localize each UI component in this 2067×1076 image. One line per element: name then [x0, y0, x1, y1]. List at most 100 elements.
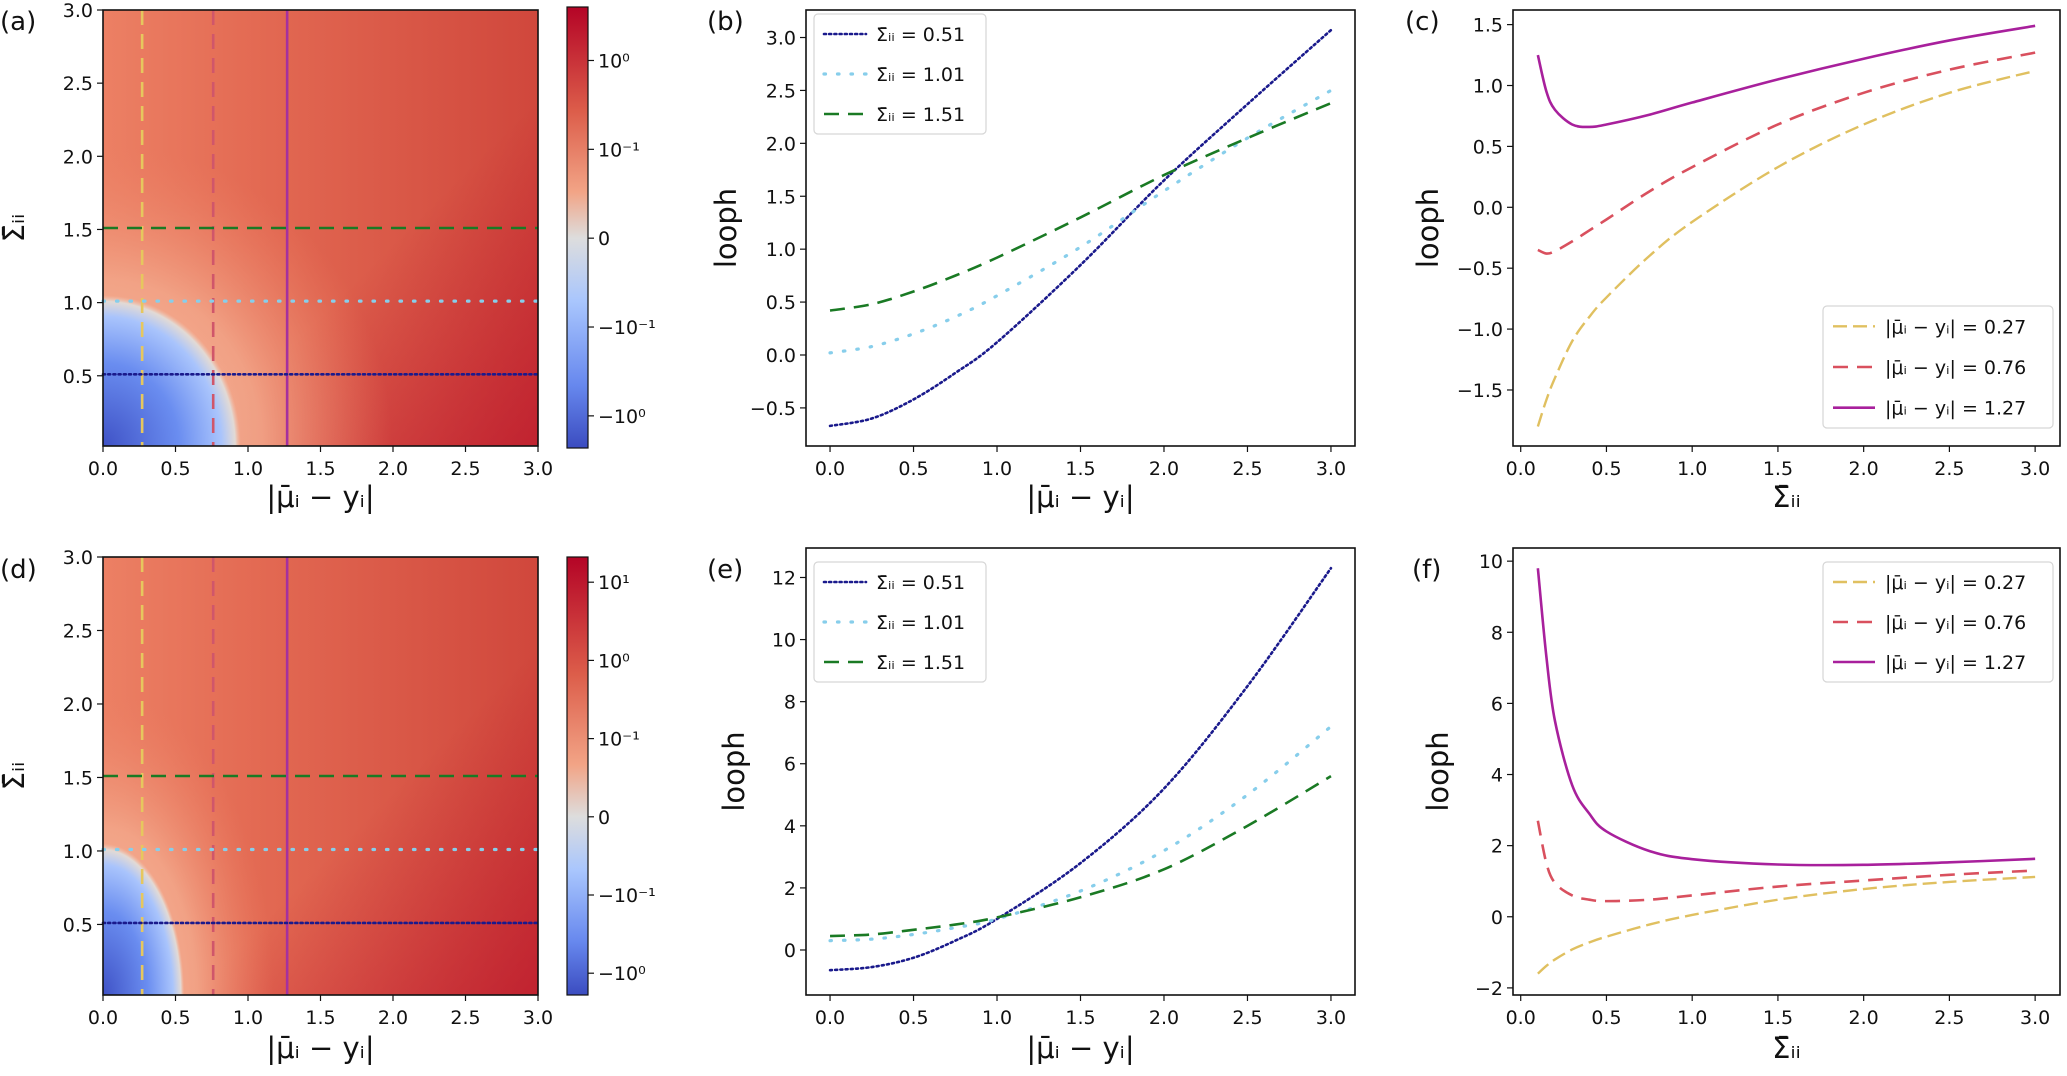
panel-label: (b) [707, 7, 744, 37]
x-axis-label: |μ̄ᵢ − yᵢ| [266, 480, 374, 514]
legend-entry-label: |μ̄ᵢ − yᵢ| = 0.27 [1885, 572, 2026, 594]
y-tick-label: 0.5 [63, 366, 93, 388]
legend: |μ̄ᵢ − yᵢ| = 0.27 |μ̄ᵢ − yᵢ| = 0.76 |μ̄ᵢ −… [1822, 305, 2054, 429]
panel-label: (e) [707, 555, 743, 585]
x-axis-label: |μ̄ᵢ − yᵢ| [266, 1031, 374, 1065]
x-tick-label: 0.5 [160, 458, 190, 480]
x-tick-label: 0.5 [898, 458, 928, 480]
series-lines [828, 566, 1333, 972]
series-line-0 [1536, 69, 2036, 427]
y-tick-label: 1.0 [63, 841, 93, 863]
series-lines [828, 28, 1333, 428]
legend-entry-label: |μ̄ᵢ − yᵢ| = 1.27 [1885, 652, 2026, 674]
y-axis-label: Σ̄ᵢᵢ [0, 762, 31, 791]
y-tick-label: 0.5 [63, 914, 93, 936]
x-tick-label: 2.5 [1232, 1007, 1262, 1029]
x-tick-label: 2.5 [1232, 458, 1262, 480]
y-tick-label: −1.5 [1457, 380, 1503, 402]
x-tick-label: 2.5 [450, 458, 480, 480]
colorbar-tick-label: 10⁰ [598, 50, 630, 72]
y-tick-label: 1.5 [63, 767, 93, 789]
x-tick-label: 1.5 [305, 458, 335, 480]
y-tick-label: 1.0 [1473, 76, 1503, 98]
colorbar-tick-label: −10⁻¹ [598, 317, 656, 339]
series-line-1 [1537, 51, 2036, 255]
legend: |μ̄ᵢ − yᵢ| = 0.27 |μ̄ᵢ − yᵢ| = 0.76 |μ̄ᵢ −… [1822, 561, 2054, 683]
y-tick-label: 3.0 [63, 547, 93, 569]
colorbar [566, 6, 589, 449]
y-tick-label: 3.0 [63, 0, 93, 22]
y-tick-label: 2.0 [63, 694, 93, 716]
colorbar-tick-label: −10⁰ [598, 963, 646, 985]
y-tick-label: 8 [784, 692, 796, 714]
y-axis-label: looph [717, 731, 751, 811]
x-tick-label: 1.0 [233, 458, 263, 480]
x-tick-label: 2.5 [1934, 458, 1964, 480]
x-tick-label: 1.0 [233, 1007, 263, 1029]
y-tick-label: 4 [1491, 765, 1503, 787]
x-tick-label: 2.0 [378, 1007, 408, 1029]
x-tick-label: 0.0 [88, 1007, 118, 1029]
y-tick-label: 10 [1479, 551, 1503, 573]
y-tick-label: 1.5 [766, 186, 796, 208]
x-tick-label: 0.0 [1506, 458, 1536, 480]
colorbar-tick-label: 0 [598, 807, 610, 829]
x-tick-label: 2.0 [1849, 1007, 1879, 1029]
colorbar-tick-label: 10⁰ [598, 650, 630, 672]
y-tick-label: 6 [1491, 693, 1503, 715]
y-axis-label: looph [709, 188, 743, 268]
y-tick-label: 12 [772, 567, 796, 589]
y-tick-label: −0.5 [750, 398, 796, 420]
x-tick-label: 2.0 [1149, 1007, 1179, 1029]
legend-entry-label: Σ̄ᵢᵢ = 1.01 [876, 64, 965, 86]
legend-entry-label: |μ̄ᵢ − yᵢ| = 1.27 [1885, 398, 2026, 420]
legend-entry-label: |μ̄ᵢ − yᵢ| = 0.76 [1885, 357, 2026, 379]
panel-label: (a) [0, 7, 36, 37]
panel-d: 10¹ 10⁰ 10⁻¹ 0 −10⁻¹ −10⁰ 0.0 0.5 1.0 1.5 2.0 2.5 3.… [0, 547, 656, 1065]
legend-box [813, 13, 987, 135]
panel-c: |μ̄ᵢ − yᵢ| = 0.27 |μ̄ᵢ − yᵢ| = 0.76 |μ̄ᵢ −… [1405, 7, 2061, 514]
x-tick-label: 1.0 [982, 458, 1012, 480]
panel-label: (d) [0, 555, 37, 585]
y-tick-label: 0.5 [1473, 136, 1503, 158]
x-tick-label: 0.0 [815, 1007, 845, 1029]
x-tick-label: 0.0 [1506, 1007, 1536, 1029]
y-tick-label: 2.0 [63, 146, 93, 168]
y-tick-label: 10 [772, 630, 796, 652]
panel-a: 10⁰ 10⁻¹ 0 −10⁻¹ −10⁰ 0.0 0.5 1.0 1.5 2.0 2.5 3.0 0.… [0, 0, 656, 514]
x-tick-label: 1.5 [1065, 458, 1095, 480]
x-tick-label: 2.0 [378, 458, 408, 480]
y-tick-label: 0.5 [766, 292, 796, 314]
y-tick-label: 0.0 [1473, 197, 1503, 219]
series-line-2 [829, 775, 1332, 938]
x-tick-label: 2.5 [1934, 1007, 1964, 1029]
y-axis-label: looph [1421, 731, 1455, 811]
y-tick-label: 2 [1491, 836, 1503, 858]
colorbar-tick-label: 10⁻¹ [598, 139, 640, 161]
y-tick-label: 2.5 [766, 80, 796, 102]
y-tick-label: −1.0 [1457, 319, 1503, 341]
series-lines [1536, 24, 2036, 427]
legend-entry-label: Σ̄ᵢᵢ = 1.01 [876, 612, 965, 634]
x-tick-label: 1.5 [1763, 1007, 1793, 1029]
y-tick-label: 2.5 [63, 620, 93, 642]
x-tick-label: 1.0 [1677, 1007, 1707, 1029]
y-tick-label: 2.0 [766, 133, 796, 155]
legend-entry-label: |μ̄ᵢ − yᵢ| = 0.27 [1885, 316, 2026, 338]
axes-frame [1512, 547, 2061, 996]
y-tick-label: 0 [1491, 907, 1503, 929]
y-tick-label: 4 [784, 816, 796, 838]
x-tick-label: 0.5 [160, 1007, 190, 1029]
panel-e: Σ̄ᵢᵢ = 0.51 Σ̄ᵢᵢ = 1.01 Σ̄ᵢᵢ = 1.51 0.0 0.5 1… [707, 547, 1356, 1065]
panel-label: (f) [1412, 555, 1441, 585]
series-line-1 [1536, 820, 2036, 903]
colorbar-tick-label: 10¹ [598, 572, 630, 594]
x-tick-label: 0.5 [1591, 458, 1621, 480]
x-tick-label: 3.0 [523, 458, 553, 480]
x-tick-label: 1.5 [1065, 1007, 1095, 1029]
colorbar-tick-label: 0 [598, 228, 610, 250]
x-tick-label: 0.0 [815, 458, 845, 480]
x-axis-label: |μ̄ᵢ − yᵢ| [1026, 480, 1134, 514]
x-tick-label: 1.5 [305, 1007, 335, 1029]
